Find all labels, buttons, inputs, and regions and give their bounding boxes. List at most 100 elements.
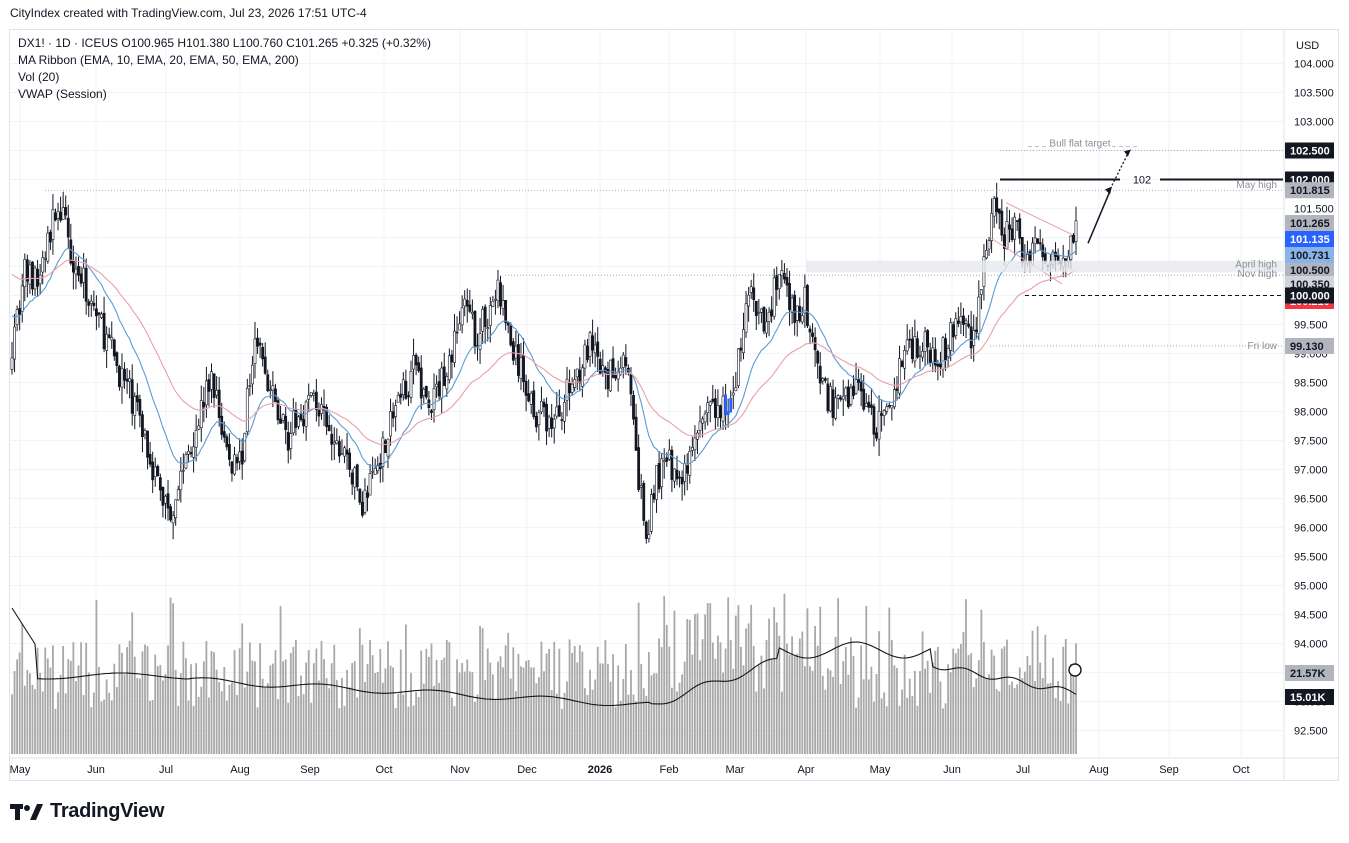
volume-bar [1041,677,1044,754]
candle-body [826,383,830,412]
volume-bar [980,609,983,754]
candle-body [220,415,224,435]
candle-body [1074,220,1078,242]
volume-bar [1026,655,1029,754]
projection-arrow-dotted [1111,153,1129,186]
candle-body [337,441,341,457]
candle-body [54,212,57,221]
volume-bar [435,659,438,754]
volume-bar [31,684,34,754]
volume-bar [540,641,543,754]
volume-bar [885,706,888,754]
time-axis: May Jun Jul Aug Sep Oct Nov Dec 2026 Feb Mar Apr May… [10,764,1250,776]
volume-bar [338,708,341,754]
candle-body [662,460,666,463]
volume-bar [601,663,604,754]
candle-body [297,416,300,427]
candle-body [593,344,597,354]
volume-bar [190,664,192,754]
price-tick-label: 103.000 [1294,117,1334,129]
volume-bar [967,655,970,754]
legend-ma-ribbon[interactable]: MA Ribbon (EMA, 10, EMA, 20, EMA, 50, EM… [18,53,299,67]
tradingview-logo[interactable]: TradingView [10,800,164,823]
volume-bar [39,672,42,754]
volume-bar [553,641,556,754]
candle-body [263,356,267,374]
volume-bar [430,643,433,754]
candle-body [89,300,93,304]
candle-body [332,441,336,445]
legend-symbol-line[interactable]: DX1! · 1D · ICEUS O100.965 H101.380 L100… [18,36,431,50]
candle-body [527,393,531,402]
candle-body [253,338,257,364]
candle-body [1005,221,1009,249]
candle-body [591,335,594,351]
candle-body [179,470,183,491]
volume-bar [604,640,607,754]
candle-body [23,258,27,287]
volume-bar [118,644,121,754]
volume-bar [254,661,256,754]
volume-bar [1013,687,1016,754]
volume-bar [545,653,548,754]
volume-bar [243,687,246,754]
volume-bar [90,707,93,754]
candle-body [317,409,321,417]
candle-body [473,310,477,347]
candle-body [777,274,781,290]
price-tick-label: 98.500 [1294,378,1328,390]
candle-body [61,207,65,220]
candle-body [867,401,871,408]
volume-bar [706,603,709,754]
volume-bar [819,606,822,754]
volume-bar [451,697,453,754]
volume-bar [578,645,581,754]
level-label-april-high: April high [1235,260,1277,271]
volume-bar [704,614,707,754]
volume-bar [576,662,579,754]
candle-body [184,454,188,469]
volume-bar [806,608,809,754]
volume-bar [343,705,346,754]
volume-bar [742,665,745,754]
candle-body [366,492,369,498]
volume-bar [527,660,530,754]
volume-bar [827,668,829,754]
candle-body [488,305,492,326]
volume-bar [844,647,847,754]
candle-body [931,347,935,363]
volume-bar [241,623,244,754]
candle-body [225,436,229,448]
volume-bar [850,637,852,754]
volume-bar [798,638,801,754]
volume-bar [236,695,238,754]
candle-body [703,413,707,423]
candle-body [77,266,80,276]
candle-body [601,365,605,372]
candle-body [880,413,884,416]
candle-body [36,268,39,287]
candle-body [432,388,436,411]
volume-bar [443,657,446,754]
candle-body [844,387,848,396]
candle-body [519,357,523,379]
candle-body [967,323,970,327]
legend-volume[interactable]: Vol (20) [18,70,60,84]
candle-body [396,394,400,403]
volume-bar [192,705,195,754]
candle-body [437,381,441,397]
candle-body [363,489,367,513]
candle-body [95,308,98,317]
candle-body [312,393,316,396]
volume-bar [302,694,305,754]
candle-body [327,425,331,432]
legend-vwap[interactable]: VWAP (Session) [18,87,107,101]
candle-body [481,309,485,332]
volume-bar [757,665,760,754]
candle-body [598,358,602,374]
volume-bar [100,701,103,754]
candle-body [941,337,945,370]
candle-body [882,410,886,416]
candle-body [74,268,78,275]
